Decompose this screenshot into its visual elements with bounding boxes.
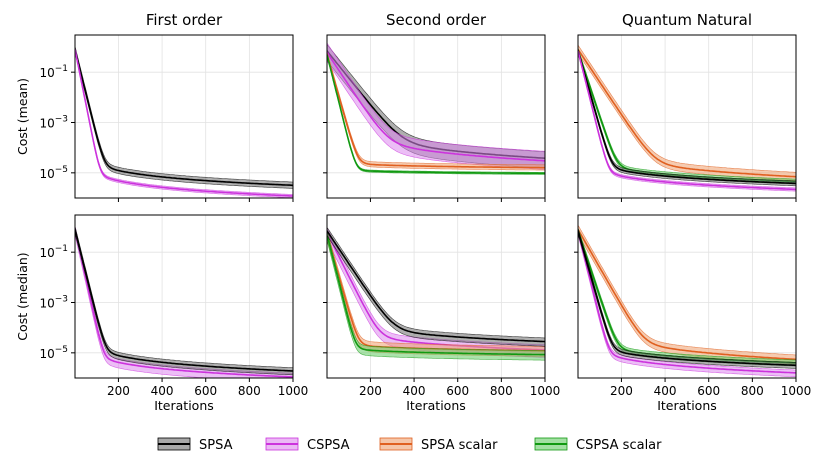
series-layer (75, 46, 293, 198)
line-spsa (75, 49, 293, 187)
panel-r0-c1: Second order (323, 11, 546, 202)
line-spsa (578, 50, 796, 185)
panel-r0-c0: 10−1 10−3 10−5 First order Cost (mean) (15, 11, 294, 202)
band-cspsa (75, 225, 293, 378)
panel-title: First order (146, 11, 223, 29)
x-tick-label: 800 (490, 384, 513, 398)
x-tick-label: 200 (359, 384, 382, 398)
series-layer (578, 44, 796, 192)
y-tick-label: 10−5 (39, 165, 68, 181)
y-axis-label: Cost (median) (15, 252, 30, 340)
panel-r1-c2: 200 400 600 800 1000 Iterations (574, 214, 812, 413)
legend-label: SPSA scalar (421, 438, 498, 453)
x-tick-label: 1000 (781, 384, 812, 398)
axes-frame (577, 34, 797, 199)
x-tick-label: 400 (403, 384, 426, 398)
series-layer (327, 226, 545, 361)
axes-frame (326, 34, 546, 199)
series-layer (75, 225, 293, 378)
band-spsa (327, 226, 545, 347)
band-spsa-scalar (578, 44, 796, 181)
panel-title: Quantum Natural (622, 11, 752, 29)
band-cspsa (578, 49, 796, 192)
x-tick-label: 1000 (278, 384, 309, 398)
band-spsa (578, 227, 796, 369)
legend-label: SPSA (199, 438, 233, 453)
line-spsa-scalar (578, 49, 796, 178)
axes-frame (74, 214, 294, 379)
legend-label: CSPSA scalar (576, 438, 662, 453)
band-cspsa-scalar (327, 53, 545, 175)
x-axis-label: Iterations (406, 398, 466, 413)
x-tick-label: 800 (238, 384, 261, 398)
panels-layer: 10−1 10−3 10−5 First order Cost (mean) Second… (15, 11, 811, 413)
line-cspsa (578, 50, 796, 191)
x-tick-label: 400 (151, 384, 174, 398)
x-tick-label: 800 (741, 384, 764, 398)
line-spsa (75, 229, 293, 372)
axes-frame (74, 34, 294, 199)
axes-frame (577, 214, 797, 379)
band-spsa (578, 48, 796, 187)
y-tick-label: 10−1 (39, 244, 68, 260)
series-layer (327, 42, 545, 175)
x-tick-label: 200 (610, 384, 633, 398)
series-layer (578, 224, 796, 378)
panel-r1-c0: 200 400 600 800 1000 10−1 10−3 10−5 Cost (median… (15, 214, 309, 413)
line-spsa (578, 230, 796, 367)
band-cspsa (75, 47, 293, 198)
panel-title: Second order (386, 11, 487, 29)
line-cspsa (75, 49, 293, 197)
legend-item-cspsa-scalar: CSPSA scalar (534, 437, 662, 453)
y-tick-label: 10−1 (39, 64, 68, 80)
line-cspsa-scalar (327, 234, 545, 356)
band-spsa (75, 46, 293, 189)
band-spsa-scalar (327, 51, 545, 171)
panel-r0-c2: Quantum Natural (574, 11, 797, 202)
line-spsa-scalar (327, 54, 545, 169)
x-axis-label: Iterations (657, 398, 717, 413)
line-cspsa-scalar (327, 54, 545, 175)
x-tick-label: 600 (697, 384, 720, 398)
legend-item-cspsa: CSPSA (265, 437, 350, 453)
line-spsa (327, 230, 545, 343)
band-cspsa-scalar (327, 230, 545, 361)
y-tick-label: 10−5 (39, 345, 68, 361)
line-cspsa (327, 52, 545, 162)
line-spsa-scalar (578, 229, 796, 361)
band-spsa-scalar (578, 224, 796, 365)
x-tick-label: 600 (194, 384, 217, 398)
x-tick-label: 400 (654, 384, 677, 398)
y-tick-label: 10−3 (39, 295, 68, 311)
band-cspsa-scalar (578, 227, 796, 367)
legend-item-spsa: SPSA (157, 437, 233, 453)
y-tick-label: 10−3 (39, 115, 68, 131)
axes-frame (326, 214, 546, 379)
band-spsa (75, 226, 293, 376)
legend-label: CSPSA (307, 438, 350, 453)
x-tick-label: 600 (446, 384, 469, 398)
panel-r1-c1: 200 400 600 800 1000 Iterations (323, 214, 561, 413)
legend-item-spsa-scalar: SPSA scalar (379, 437, 498, 453)
x-axis-label: Iterations (154, 398, 214, 413)
x-tick-label: 1000 (530, 384, 561, 398)
band-cspsa (327, 42, 545, 170)
x-tick-label: 200 (107, 384, 130, 398)
y-axis-label: Cost (mean) (15, 78, 30, 155)
legend: SPSA CSPSA SPSA scalar CSPSA scalar (157, 437, 662, 453)
